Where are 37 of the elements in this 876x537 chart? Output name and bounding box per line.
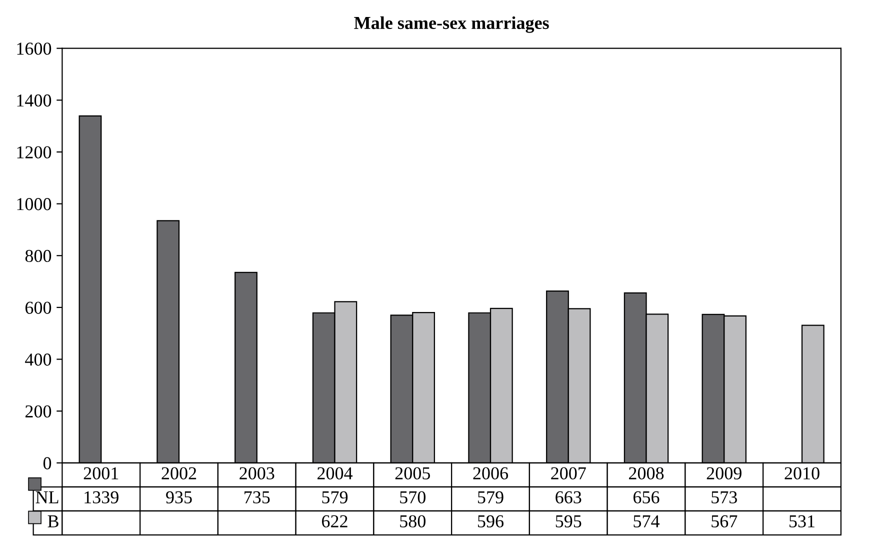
data-label: 567 xyxy=(712,515,738,528)
data-label: 735 xyxy=(244,491,270,504)
data-label: 579 xyxy=(322,491,348,504)
y-tick-label: 1600 xyxy=(17,42,52,55)
legend-label: B xyxy=(48,515,58,528)
data-label: 596 xyxy=(478,515,504,528)
legend-label: NL xyxy=(36,491,58,504)
data-label: 595 xyxy=(556,515,582,528)
data-label: 622 xyxy=(322,515,348,528)
x-tick-label: 2002 xyxy=(162,467,196,480)
data-label: 935 xyxy=(166,491,192,504)
data-label: 531 xyxy=(790,515,814,528)
y-tick-label: 1400 xyxy=(17,94,52,107)
x-tick-label: 2010 xyxy=(784,467,820,480)
data-label: 663 xyxy=(556,491,582,504)
x-tick-label: 2008 xyxy=(629,467,664,480)
y-tick-label: 200 xyxy=(25,405,52,418)
x-tick-label: 2005 xyxy=(395,467,430,480)
y-tick-label: 800 xyxy=(25,250,52,262)
data-label: 573 xyxy=(712,491,737,504)
y-tick-label: 400 xyxy=(25,354,52,366)
data-label: 570 xyxy=(400,491,426,504)
chart-title: Male same-sex marriages xyxy=(354,16,549,33)
data-label: 656 xyxy=(634,491,660,504)
data-label: 574 xyxy=(634,515,660,528)
x-tick-label: 2009 xyxy=(706,467,742,480)
y-tick-label: 1000 xyxy=(17,198,52,210)
x-tick-label: 2007 xyxy=(551,467,586,480)
x-tick-label: 2001 xyxy=(84,467,118,480)
y-tick-label: 1200 xyxy=(17,146,52,158)
data-label: 580 xyxy=(400,515,426,528)
x-tick-label: 2003 xyxy=(240,467,274,480)
data-label: 579 xyxy=(478,491,504,504)
y-tick-label: 600 xyxy=(25,302,52,314)
y-tick-label: 0 xyxy=(43,457,52,470)
x-tick-label: 2006 xyxy=(473,467,508,480)
x-tick-label: 2004 xyxy=(318,467,353,480)
